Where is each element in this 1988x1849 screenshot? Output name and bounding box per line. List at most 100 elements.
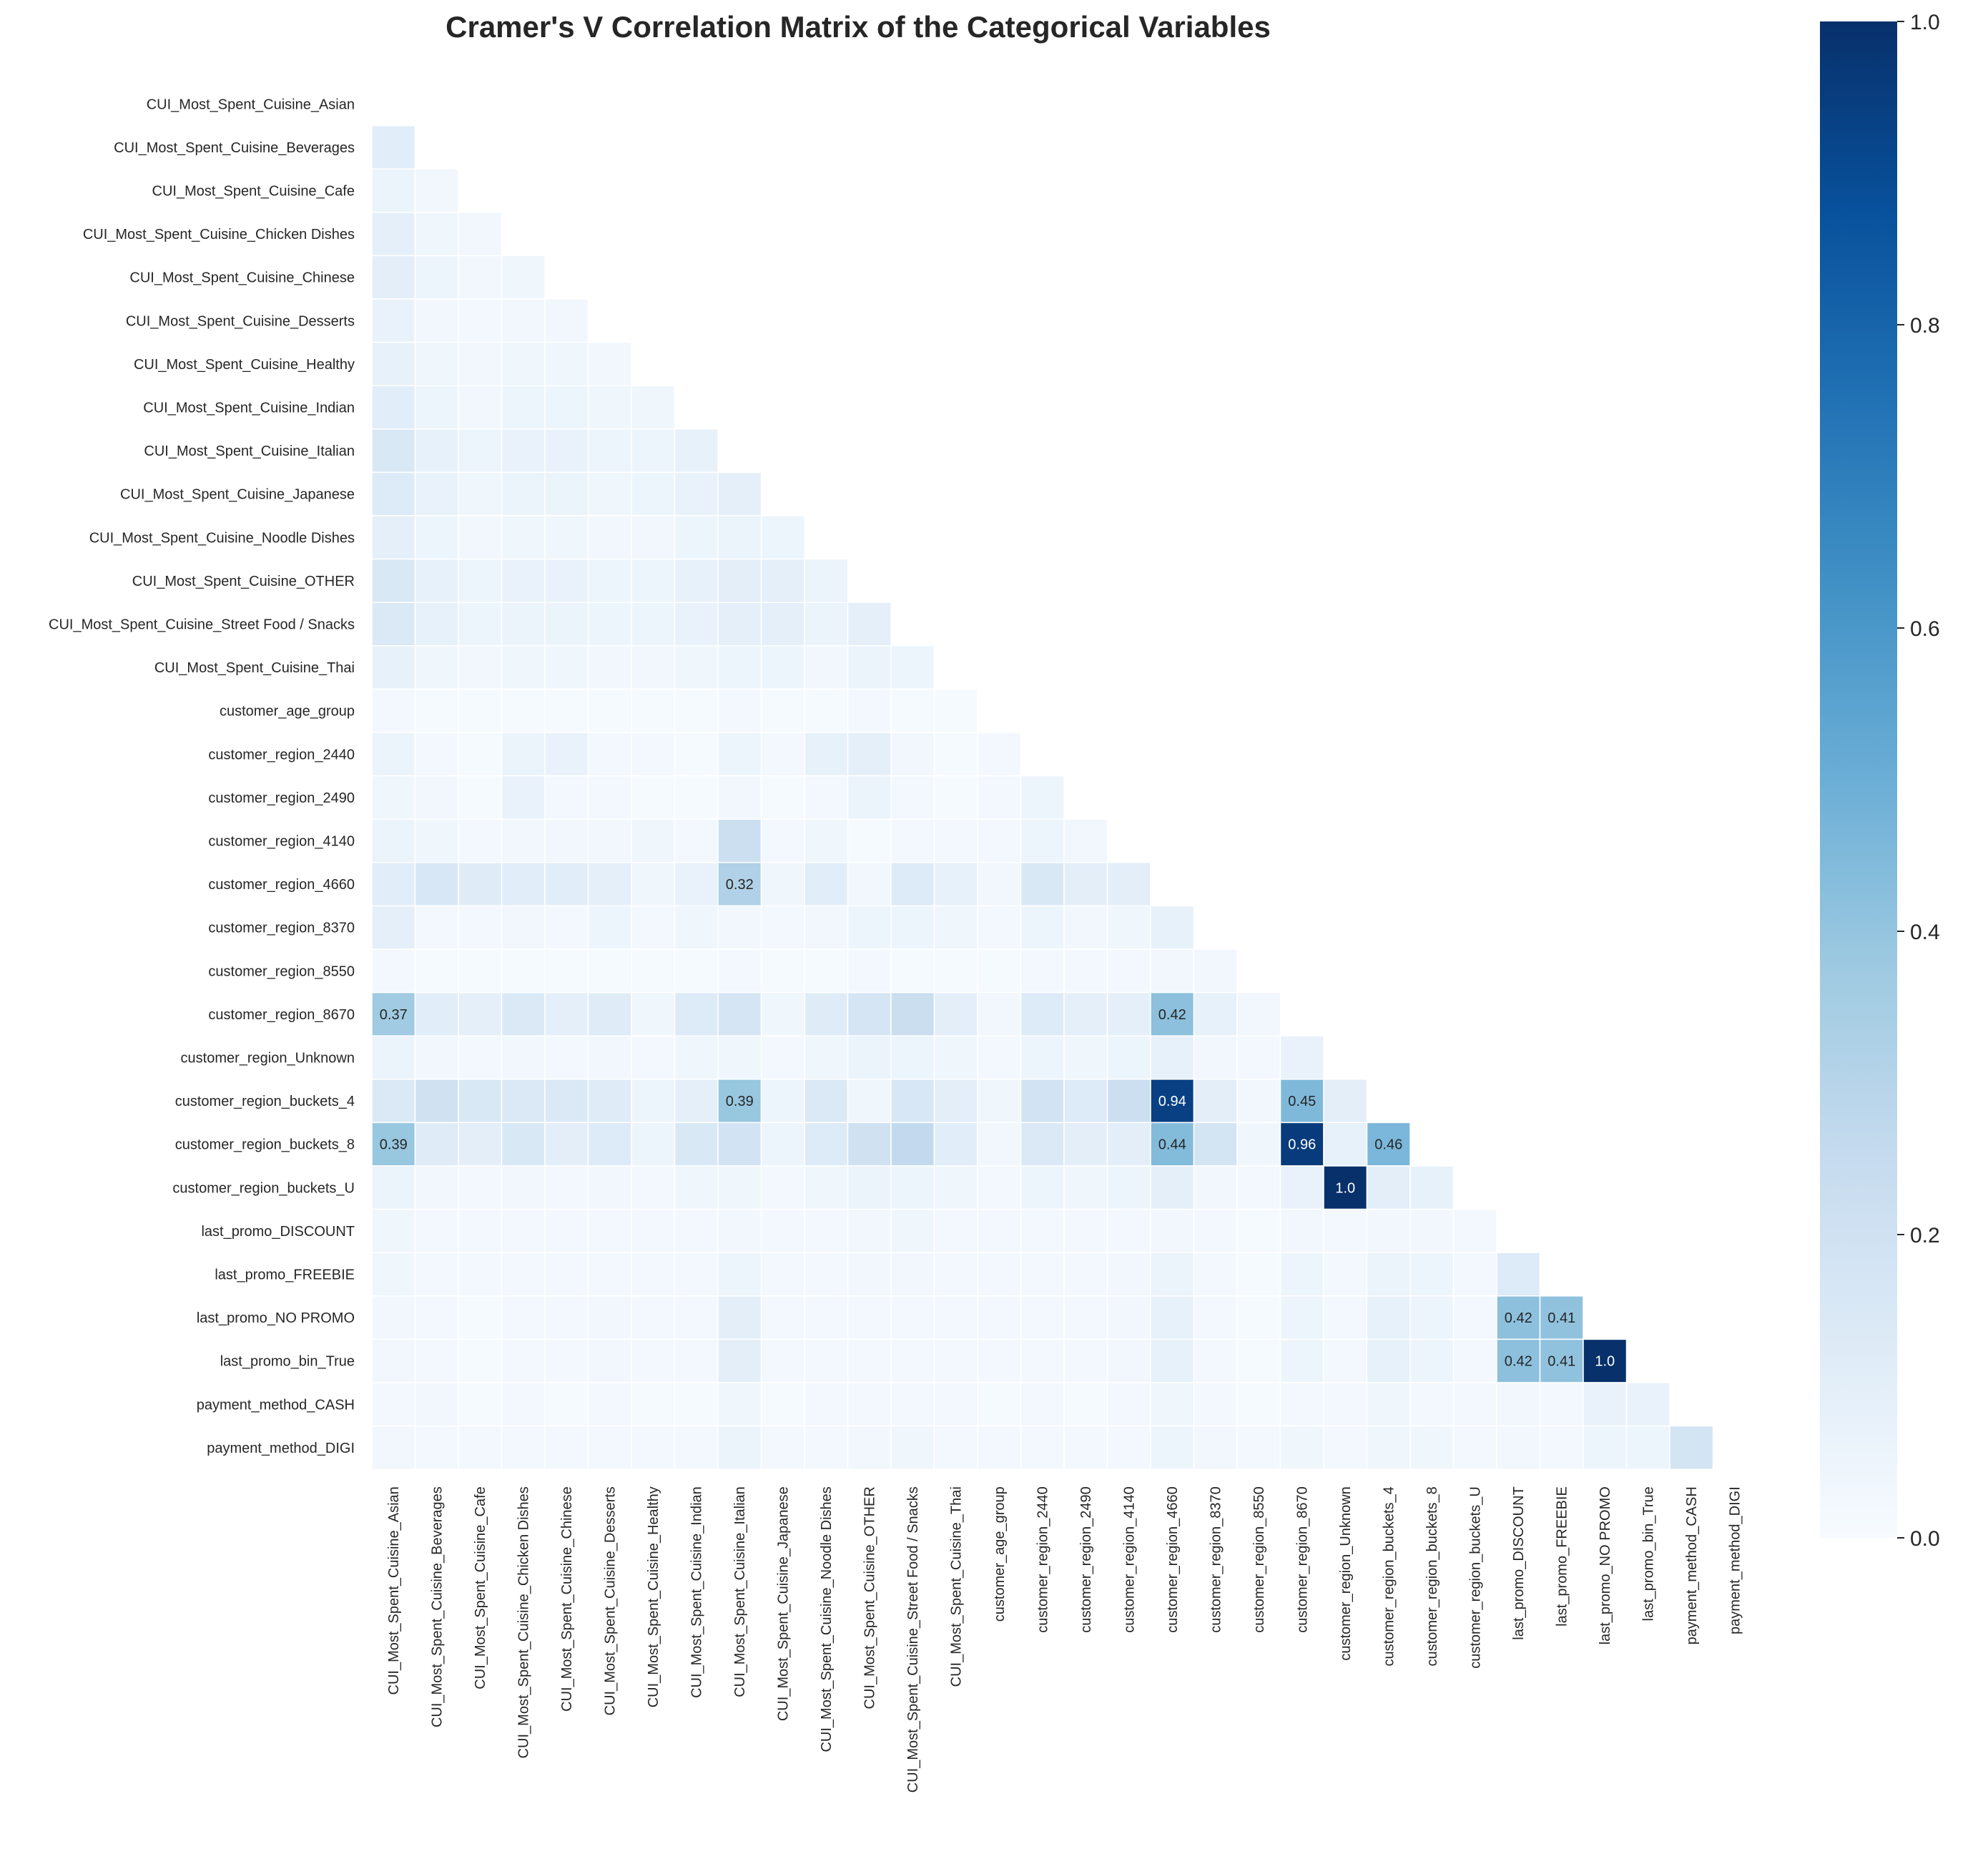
heatmap-cell: [414, 905, 459, 950]
heatmap-cell: [1366, 1295, 1411, 1340]
heatmap-cell: [717, 1122, 762, 1167]
heatmap-cell: [501, 818, 546, 863]
x-tick-label: customer_region_Unknown: [1338, 1486, 1354, 1660]
heatmap-cell: [674, 1425, 719, 1470]
heatmap-cell: [933, 1382, 978, 1427]
heatmap-cell: [458, 471, 503, 516]
y-tick-label: customer_region_buckets_8: [175, 1137, 355, 1153]
x-tick-label: CUI_Most_Spent_Cuisine_Indian: [689, 1486, 705, 1698]
heatmap-cell: [1539, 1382, 1584, 1427]
heatmap-cell: [587, 1252, 632, 1297]
heatmap-cell: [458, 1165, 503, 1210]
heatmap-cell: [458, 1122, 503, 1167]
heatmap-cell: [1020, 1035, 1065, 1080]
heatmap-cell: [371, 1208, 416, 1253]
heatmap-cell: [414, 1035, 459, 1080]
heatmap-cell: [371, 168, 416, 213]
heatmap-cell: [760, 1079, 805, 1124]
heatmap-cell: [717, 905, 762, 950]
heatmap-cell: [1150, 905, 1195, 950]
heatmap-cell: [501, 991, 546, 1036]
heatmap-cell: [1020, 1295, 1065, 1340]
colorbar-tick-label: 0.8: [1910, 314, 1940, 338]
heatmap-cell: [933, 905, 978, 950]
heatmap-cell: [760, 1295, 805, 1340]
heatmap-cell: [1669, 1425, 1714, 1470]
heatmap-cell: [804, 1425, 849, 1470]
cell-annotation: 1.0: [1595, 1354, 1615, 1370]
y-tick-label: last_promo_NO PROMO: [197, 1310, 355, 1326]
x-tick-label: customer_region_4660: [1165, 1486, 1181, 1633]
heatmap-cell: [760, 775, 805, 820]
heatmap-cell: [804, 1079, 849, 1124]
heatmap-cell: [631, 385, 676, 430]
x-tick-label: CUI_Most_Spent_Cuisine_Japanese: [776, 1486, 792, 1721]
heatmap-cell: [1063, 1079, 1108, 1124]
heatmap-cell: [1193, 1295, 1238, 1340]
y-tick-label: customer_region_4140: [208, 834, 355, 850]
heatmap-cell: [371, 1382, 416, 1427]
heatmap-cell: [458, 298, 503, 343]
heatmap-cell: [414, 948, 459, 994]
heatmap-cell: [458, 428, 503, 474]
heatmap-cell: [458, 991, 503, 1036]
heatmap-cell: [458, 688, 503, 733]
y-tick-label: customer_region_8670: [208, 1007, 355, 1023]
heatmap-cell: [371, 818, 416, 863]
heatmap-cell: [414, 428, 459, 474]
heatmap-cell: [890, 1165, 935, 1210]
heatmap-cell: [414, 1252, 459, 1297]
heatmap-cell: [631, 1035, 676, 1080]
heatmap-cell: [458, 1252, 503, 1297]
heatmap-cell: [1106, 1338, 1151, 1383]
heatmap-cell: [977, 818, 1022, 863]
heatmap-cell: [414, 212, 459, 257]
heatmap-cell: [760, 1208, 805, 1253]
heatmap-cell: [371, 905, 416, 950]
cell-annotation: 1.0: [1335, 1180, 1355, 1196]
heatmap-cell: [587, 645, 632, 690]
cell-annotation: 0.39: [726, 1094, 754, 1109]
x-tick-label: CUI_Most_Spent_Cuisine_Italian: [732, 1486, 748, 1697]
heatmap-cell: [371, 1425, 416, 1470]
y-tick-label: customer_region_8550: [208, 963, 355, 979]
heatmap-cell: [501, 1425, 546, 1470]
heatmap-cell: [458, 905, 503, 950]
heatmap-cell: [1279, 1338, 1324, 1383]
heatmap-cell: [371, 124, 416, 170]
heatmap-cell: [977, 1079, 1022, 1124]
heatmap-cell: [1539, 1295, 1584, 1340]
heatmap-cell: [544, 1208, 589, 1253]
heatmap-cell: [1625, 1425, 1670, 1470]
cell-annotation: 0.94: [1158, 1094, 1186, 1109]
heatmap-cell: [1452, 1425, 1497, 1470]
heatmap-cell: [1323, 1382, 1368, 1427]
heatmap-cell: [1020, 862, 1065, 907]
heatmap-cell: [804, 1208, 849, 1253]
cell-annotation: 0.42: [1505, 1310, 1532, 1326]
heatmap-cell: [1279, 1252, 1324, 1297]
heatmap-cell: [1020, 1122, 1065, 1167]
heatmap-cell: [1106, 1165, 1151, 1210]
heatmap-cell: [458, 1208, 503, 1253]
heatmap-cell: [458, 255, 503, 300]
heatmap-cell: [371, 688, 416, 733]
heatmap-cell: [1452, 1252, 1497, 1297]
heatmap-cell: [1106, 948, 1151, 994]
heatmap-cell: [847, 1382, 892, 1427]
heatmap-cell: [674, 1382, 719, 1427]
heatmap-cell: [890, 645, 935, 690]
heatmap-cell: [933, 818, 978, 863]
x-tick-label: customer_region_buckets_4: [1382, 1486, 1397, 1666]
colorbar-tick-label: 0.2: [1910, 1224, 1940, 1247]
heatmap-cell: [414, 1295, 459, 1340]
heatmap-cell: [1323, 1425, 1368, 1470]
heatmap-cell: [760, 1338, 805, 1383]
heatmap-cell: [760, 1425, 805, 1470]
heatmap-cell: [890, 905, 935, 950]
heatmap-cell: [414, 255, 459, 300]
heatmap-cell: [804, 645, 849, 690]
heatmap-cell: [1020, 1338, 1065, 1383]
heatmap-cell: [933, 948, 978, 994]
heatmap-cell: [890, 1035, 935, 1080]
